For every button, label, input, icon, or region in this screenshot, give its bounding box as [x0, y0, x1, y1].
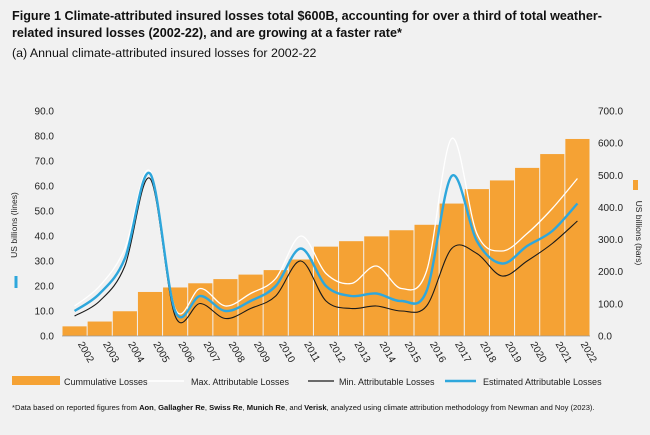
- lines-layer: [73, 137, 579, 324]
- x-tick-label: 2005: [150, 340, 171, 365]
- x-tick-label: 2018: [477, 340, 498, 365]
- x-tick-label: 2021: [553, 340, 574, 365]
- bar-2017: [439, 203, 464, 336]
- left-tick-label: 30.0: [35, 257, 55, 268]
- right-axis-ticks: 0.0 100.0 200.0 300.0 400.0 500.0 600.0 700.0: [598, 107, 623, 343]
- x-tick-label: 2013: [352, 340, 373, 365]
- legend-label-min: Min. Attributable Losses: [339, 377, 435, 387]
- bar-2014: [364, 236, 389, 336]
- legend-swatch-cumulative: [12, 376, 60, 385]
- legend-label-max: Max. Attributable Losses: [191, 377, 290, 387]
- bar-2016: [414, 224, 439, 336]
- right-tick-label: 500.0: [598, 171, 623, 182]
- x-tick-label: 2017: [452, 340, 473, 365]
- line-min-attributable: [74, 177, 578, 324]
- x-tick-label: 2014: [377, 340, 398, 365]
- x-axis-ticks: 2002 2003 2004 2005 2006 2007 2008 2009 2010 2011…: [75, 340, 599, 365]
- x-tick-label: 2006: [176, 340, 197, 365]
- left-tick-label: 60.0: [35, 182, 55, 193]
- bar-2011: [288, 259, 313, 336]
- left-tick-label: 0.0: [40, 332, 54, 343]
- legend-label-estimated: Estimated Attributable Losses: [483, 377, 602, 387]
- x-tick-label: 2022: [578, 340, 599, 365]
- x-tick-label: 2007: [201, 340, 222, 365]
- bar-2013: [339, 241, 364, 336]
- right-tick-label: 600.0: [598, 139, 623, 150]
- x-tick-label: 2012: [326, 340, 347, 365]
- bar-2004: [112, 311, 137, 336]
- right-tick-label: 0.0: [598, 332, 612, 343]
- bar-2005: [137, 291, 163, 336]
- left-tick-label: 50.0: [35, 207, 55, 218]
- x-tick-label: 2015: [402, 340, 423, 365]
- chart: 0.010.020.030.040.050.060.070.080.090.0 …: [9, 107, 644, 388]
- x-tick-label: 2019: [502, 340, 523, 365]
- x-tick-label: 2020: [528, 340, 549, 365]
- left-axis-ticks: 0.0 10.0 20.0 30.0 40.0 50.0 60.0 70.0 80.0 90.0: [35, 107, 55, 343]
- left-tick-label: 90.0: [35, 107, 55, 118]
- figure-title: Figure 1 Climate-attributed insured loss…: [12, 9, 602, 40]
- legend-label-cumulative: Cummulative Losses: [64, 377, 148, 387]
- x-tick-label: 2004: [125, 340, 146, 365]
- right-tick-label: 300.0: [598, 235, 623, 246]
- left-tick-label: 40.0: [35, 232, 55, 243]
- x-tick-label: 2009: [251, 340, 272, 365]
- bars-layer: [62, 138, 590, 336]
- right-tick-label: 200.0: [598, 267, 623, 278]
- bar-2021: [540, 154, 565, 336]
- bar-2022: [565, 138, 590, 336]
- line-estimated-attributable: [73, 171, 579, 319]
- bar-2010: [263, 270, 288, 336]
- x-tick-label: 2002: [75, 340, 96, 365]
- x-tick-label: 2003: [100, 340, 121, 365]
- x-tick-label: 2008: [226, 340, 247, 365]
- right-axis-label: US billions (bars): [634, 201, 644, 266]
- left-tick-label: 10.0: [35, 307, 55, 318]
- x-tick-label: 2010: [276, 340, 297, 365]
- bar-2019: [489, 180, 515, 336]
- left-axis-label: US billions (lines): [9, 192, 19, 258]
- bar-2003: [87, 321, 112, 336]
- left-tick-label: 80.0: [35, 132, 55, 143]
- legend: Cummulative Losses Max. Attributable Los…: [12, 376, 602, 387]
- figure-subtitle: (a) Annual climate-attributed insured lo…: [12, 46, 317, 60]
- x-tick-label: 2016: [427, 340, 448, 365]
- bar-2002: [62, 326, 87, 336]
- x-tick-label: 2011: [301, 340, 321, 365]
- footnote: *Data based on reported figures from Aon…: [12, 403, 595, 412]
- right-axis-legend-marker: [633, 180, 638, 190]
- right-tick-label: 400.0: [598, 203, 623, 214]
- right-tick-label: 100.0: [598, 299, 623, 310]
- left-tick-label: 70.0: [35, 157, 55, 168]
- bar-2007: [188, 283, 213, 336]
- left-tick-label: 20.0: [35, 282, 55, 293]
- right-tick-label: 700.0: [598, 107, 623, 118]
